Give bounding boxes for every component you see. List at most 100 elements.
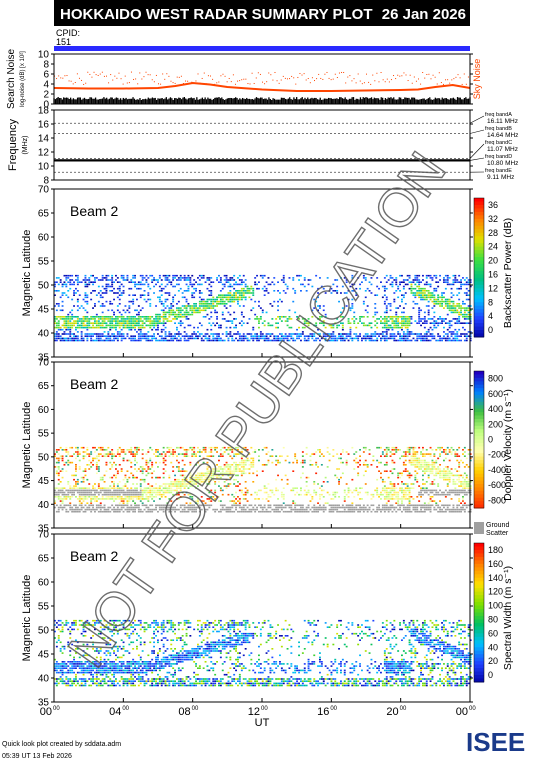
power-panel-colorbar-segment (474, 229, 484, 234)
scatter-cell (177, 453, 180, 455)
scatter-cell (155, 491, 157, 494)
scatter-cell (450, 309, 453, 312)
scatter-cell (254, 337, 257, 340)
scatter-cell (158, 318, 161, 320)
scatter-cell (176, 459, 178, 462)
scatter-cell (105, 470, 108, 472)
scatter-cell (134, 324, 136, 327)
scatter-cell (166, 483, 169, 485)
scatter-cell (136, 461, 138, 464)
scatter-cell (454, 322, 457, 324)
scatter-cell (193, 453, 196, 455)
scatter-cell (410, 292, 413, 294)
sky-noise-point (430, 78, 432, 80)
scatter-cell (294, 292, 297, 294)
sky-noise-point (326, 71, 328, 73)
scatter-cell (242, 510, 245, 513)
scatter-cell (435, 274, 438, 277)
scatter-cell (92, 283, 94, 286)
scatter-cell (244, 283, 247, 286)
scatter-cell (105, 324, 108, 327)
scatter-cell (465, 337, 468, 340)
scatter-cell (111, 303, 114, 305)
scatter-cell (118, 493, 121, 496)
scatter-cell (76, 320, 79, 322)
scatter-cell (158, 313, 161, 316)
scatter-cell (307, 504, 310, 507)
scatter-cell (164, 459, 167, 462)
scatter-cell (160, 331, 163, 333)
scatter-cell (174, 277, 176, 279)
scatter-cell (132, 498, 135, 500)
scatter-cell (55, 472, 58, 475)
scatter-cell (118, 287, 121, 290)
scatter-cell (237, 504, 239, 507)
scatter-cell (292, 508, 295, 511)
scatter-cell (240, 294, 243, 296)
scatter-cell (126, 459, 129, 462)
scatter-cell (235, 333, 237, 335)
scatter-cell (296, 337, 298, 340)
scatter-cell (296, 461, 298, 464)
sky-noise-point (81, 79, 83, 81)
scatter-cell (387, 320, 390, 322)
scatter-cell (242, 335, 245, 337)
scatter-cell (465, 318, 468, 320)
scatter-cell (389, 333, 392, 335)
scatter-cell (54, 453, 56, 455)
scatter-cell (343, 277, 346, 279)
sky-noise-point (133, 78, 135, 80)
scatter-cell (435, 281, 438, 283)
scatter-cell (197, 474, 199, 477)
scatter-cell (67, 326, 70, 329)
scatter-cell (292, 487, 295, 489)
scatter-cell (107, 324, 110, 327)
scatter-cell (105, 292, 108, 294)
scatter-cell (343, 292, 346, 294)
scatter-cell (393, 339, 396, 342)
scatter-cell (183, 326, 186, 329)
scatter-cell (366, 305, 369, 307)
scatter-cell (88, 322, 91, 324)
scatter-cell (225, 487, 228, 489)
scatter-cell (208, 279, 211, 281)
scatter-cell (101, 455, 104, 457)
scatter-cell (97, 498, 100, 500)
scatter-cell (336, 504, 339, 507)
scatter-cell (263, 446, 266, 449)
scatter-cell (305, 508, 308, 511)
scatter-cell (452, 307, 455, 309)
scatter-cell (157, 326, 159, 329)
scatter-cell (172, 508, 175, 511)
scatter-cell (383, 294, 386, 296)
scatter-cell (160, 504, 163, 507)
scatter-cell (439, 279, 441, 281)
scatter-cell (233, 453, 236, 455)
scatter-cell (103, 481, 106, 483)
scatter-cell (277, 506, 279, 509)
scatter-cell (179, 510, 182, 513)
scatter-cell (113, 493, 115, 496)
scatter-cell (73, 316, 75, 318)
scatter-cell (261, 277, 264, 279)
scatter-cell (164, 485, 167, 487)
scatter-cell (116, 287, 119, 290)
scatter-cell (225, 485, 228, 487)
scatter-cell (469, 339, 472, 342)
scatter-cell (109, 303, 112, 305)
scatter-cell (422, 274, 424, 277)
scatter-cell (168, 508, 171, 511)
scatter-cell (256, 287, 258, 290)
scatter-cell (336, 318, 339, 320)
scatter-cell (273, 504, 276, 507)
scatter-cell (162, 339, 165, 342)
scatter-cell (265, 287, 268, 290)
scatter-cell (109, 493, 112, 496)
scatter-cell (414, 339, 417, 342)
scatter-cell (282, 493, 285, 496)
scatter-cell (391, 322, 394, 324)
scatter-cell (458, 305, 461, 307)
scatter-cell (54, 305, 56, 307)
scatter-cell (143, 277, 146, 279)
scatter-cell (139, 470, 142, 472)
